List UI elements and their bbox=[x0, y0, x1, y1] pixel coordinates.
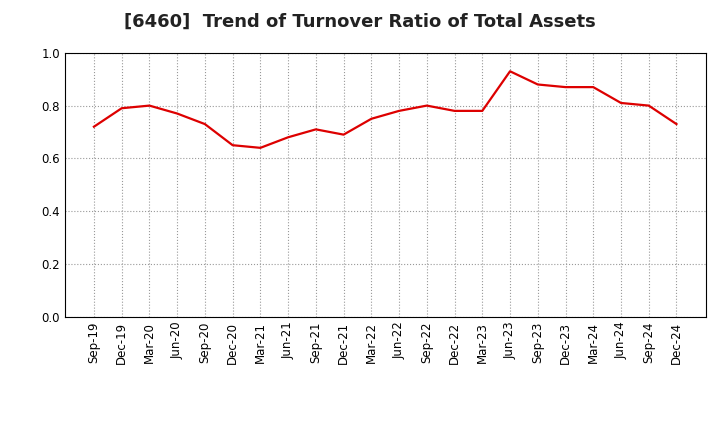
Text: [6460]  Trend of Turnover Ratio of Total Assets: [6460] Trend of Turnover Ratio of Total … bbox=[124, 13, 596, 31]
